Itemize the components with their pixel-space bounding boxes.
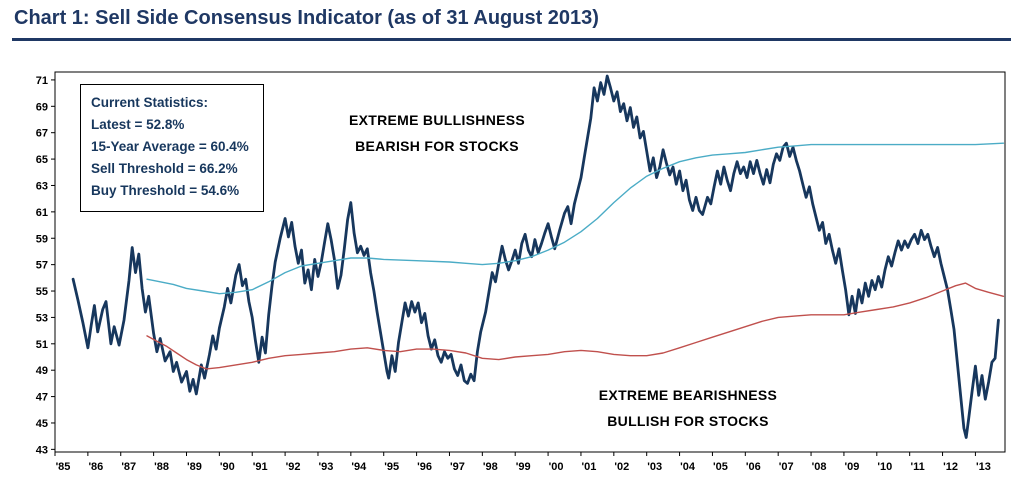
x-tick-label: '10: [877, 461, 892, 473]
x-tick-label: '09: [844, 461, 859, 473]
x-tick-label: '85: [56, 461, 71, 473]
x-tick-label: '08: [812, 461, 827, 473]
y-tick-label: 47: [36, 392, 48, 404]
page-title: Chart 1: Sell Side Consensus Indicator (…: [14, 7, 599, 29]
x-tick-label: '13: [976, 461, 991, 473]
x-tick-label: '94: [351, 461, 367, 473]
stats-average: 15-Year Average = 60.4%: [91, 139, 249, 154]
x-tick-label: '88: [154, 461, 169, 473]
annotation-bottom-line2: BULLISH FOR STOCKS: [607, 413, 769, 429]
x-tick-label: '92: [286, 461, 301, 473]
x-tick-label: '03: [647, 461, 662, 473]
x-tick-label: '11: [911, 461, 925, 473]
y-tick-label: 55: [36, 286, 48, 298]
x-tick-label: '01: [582, 461, 597, 473]
annotation-top-line2: BEARISH FOR STOCKS: [355, 138, 519, 154]
y-tick-label: 45: [36, 418, 48, 430]
y-tick-label: 51: [36, 339, 48, 351]
stats-latest: Latest = 52.8%: [91, 117, 185, 132]
y-tick-label: 67: [36, 128, 48, 140]
x-tick-label: '07: [779, 461, 794, 473]
x-tick-label: '96: [417, 461, 432, 473]
consensus-indicator-chart: 43 45 47 49 51 53 55 57 59 61 63 65 67 69 71 '85 '86 '87 '…: [36, 71, 1006, 473]
x-tick-label: '02: [614, 461, 629, 473]
x-tick-label: '89: [187, 461, 202, 473]
stats-sell-threshold: Sell Threshold = 66.2%: [91, 161, 238, 176]
annotation-top-line1: EXTREME BULLISHNESS: [348, 112, 526, 128]
y-tick-label: 71: [36, 75, 48, 87]
x-tick-label: '06: [746, 461, 761, 473]
y-tick-label: 53: [36, 312, 48, 324]
y-tick-label: 65: [36, 154, 48, 166]
x-tick-label: '97: [450, 461, 465, 473]
current-statistics-box: Current Statistics: Latest = 52.8% 15-Ye…: [80, 84, 264, 212]
x-tick-label: '12: [943, 461, 958, 473]
title-underline: [12, 38, 1011, 41]
x-tick-label: '05: [713, 461, 728, 473]
x-tick-label: '00: [549, 461, 564, 473]
series-sell-threshold: [146, 142, 1005, 295]
x-tick-label: '90: [220, 461, 235, 473]
y-tick-label: 57: [36, 260, 48, 272]
x-tick-label: '87: [121, 461, 136, 473]
annotation-extreme-bullishness: EXTREME BULLISHNESS BEARISH FOR STOCKS: [349, 107, 525, 159]
y-tick-label: 43: [36, 444, 48, 456]
annotation-extreme-bearishness: EXTREME BEARISHNESS BULLISH FOR STOCKS: [599, 382, 777, 434]
stats-heading: Current Statistics:: [91, 95, 209, 110]
x-tick-label: '04: [680, 461, 696, 473]
x-tick-label: '99: [516, 461, 531, 473]
x-tick-label: '91: [253, 461, 268, 473]
y-tick-label: 63: [36, 180, 48, 192]
x-tick-label: '95: [384, 461, 399, 473]
x-tick-label: '93: [319, 461, 334, 473]
annotation-bottom-line1: EXTREME BEARISHNESS: [598, 387, 778, 403]
y-tick-label: 49: [36, 365, 48, 377]
y-tick-label: 69: [36, 101, 48, 113]
y-tick-label: 59: [36, 233, 48, 245]
plot-frame: [54, 71, 1006, 453]
series-sell-side-indicator: [71, 74, 1000, 439]
series-buy-threshold: [146, 282, 1005, 370]
stats-buy-threshold: Buy Threshold = 54.6%: [91, 183, 240, 198]
y-tick-label: 61: [36, 207, 48, 219]
x-tick-label: '86: [88, 461, 103, 473]
x-tick-label: '98: [483, 461, 498, 473]
